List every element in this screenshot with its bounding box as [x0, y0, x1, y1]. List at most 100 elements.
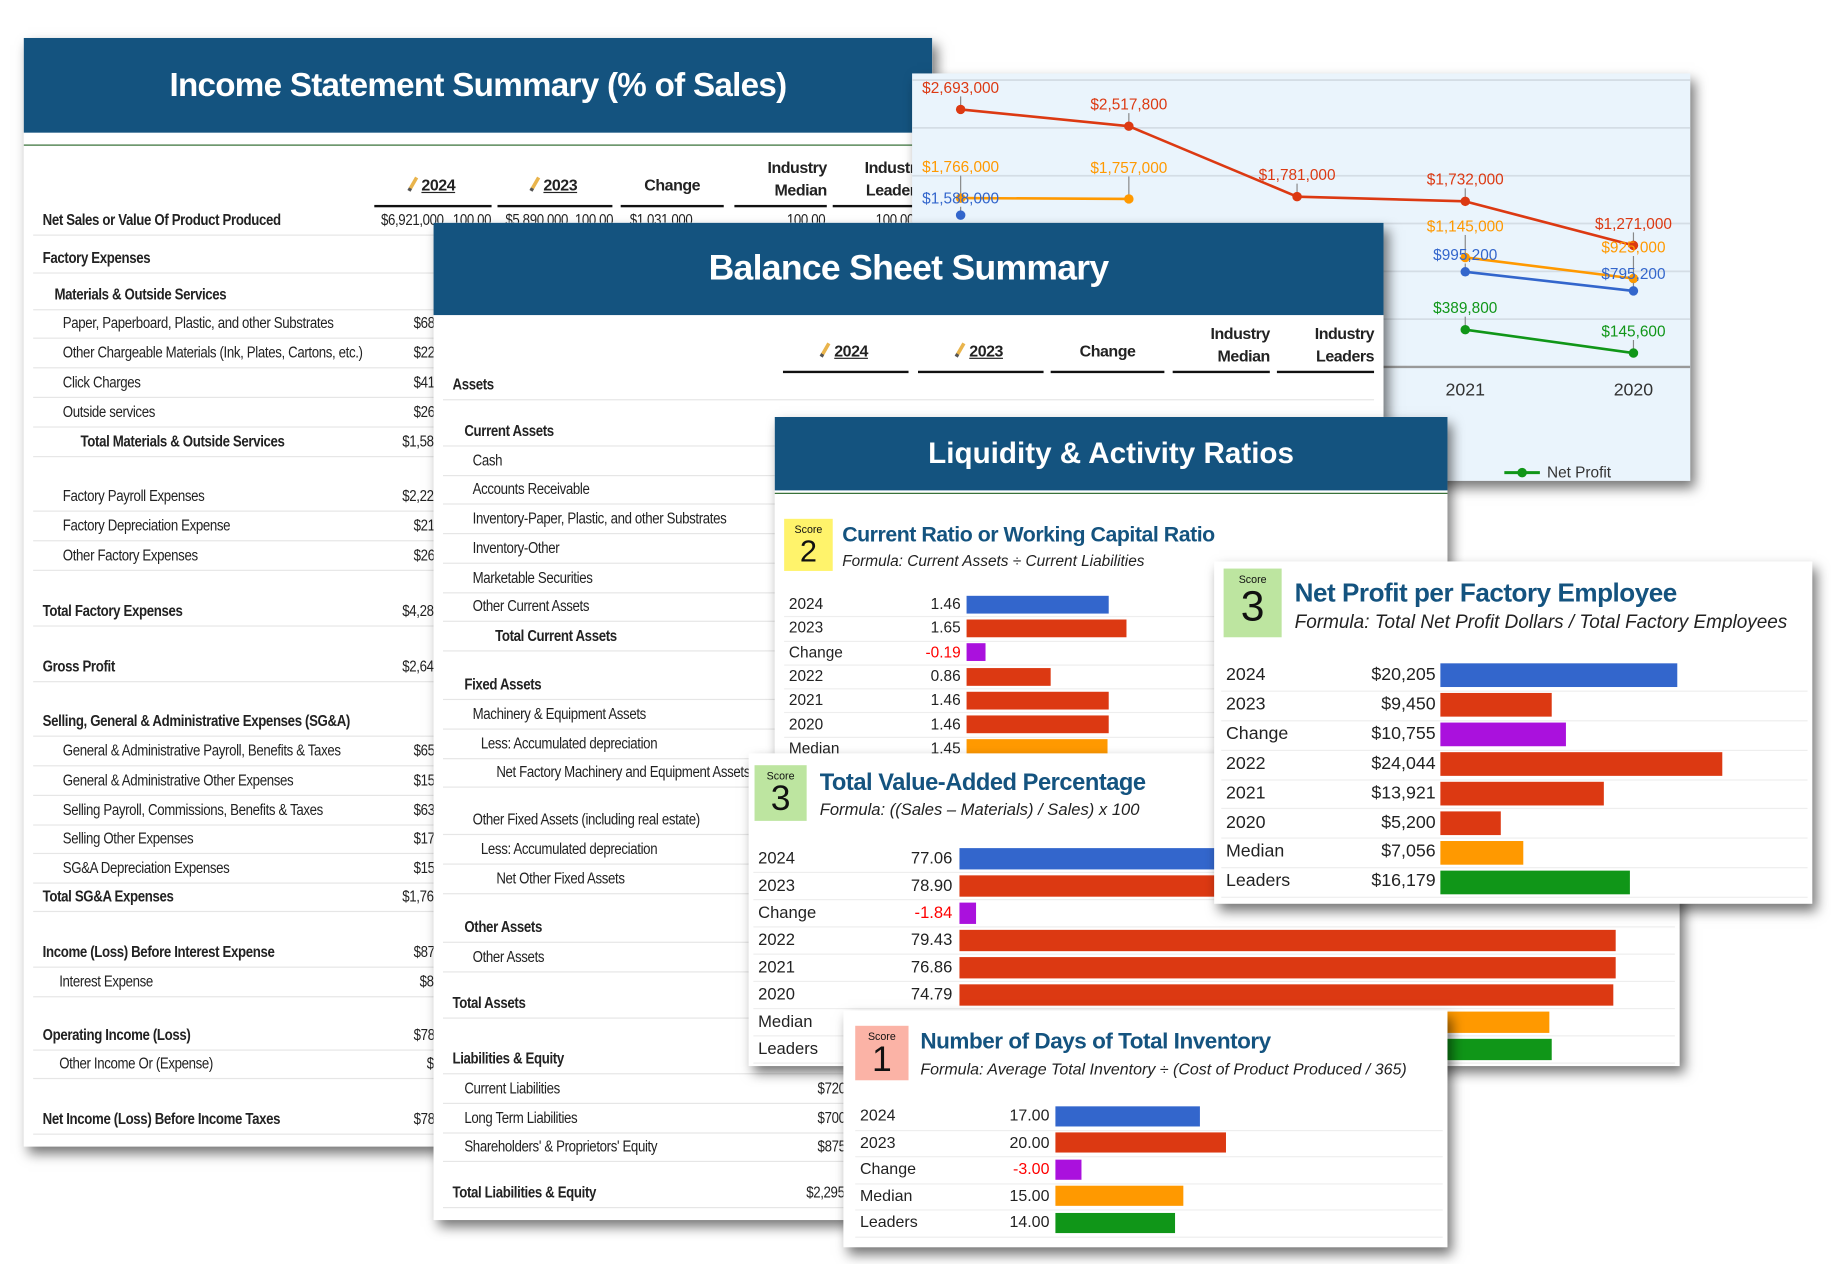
row-value: 1.65	[930, 618, 961, 637]
column-header-2: Change	[1050, 322, 1165, 374]
row-value: 1.46	[930, 594, 961, 613]
ratio-row: Change -1.84	[753, 899, 1675, 928]
column-header-0[interactable]: 2024	[374, 156, 492, 208]
bar	[966, 715, 1109, 734]
year-link[interactable]: 2023	[543, 176, 578, 195]
row-label: Accounts Receivable	[472, 479, 590, 498]
row-label: 2022	[788, 666, 824, 685]
bar	[959, 983, 1614, 1006]
row-label: Outside services	[62, 402, 156, 421]
row-value: $16,179	[1371, 870, 1436, 892]
series-line-segment	[960, 108, 1129, 128]
row-label: SG&A Depreciation Expenses	[62, 858, 230, 877]
data-point	[1460, 252, 1470, 263]
data-point	[1628, 273, 1639, 284]
data-label: $1,588,000	[922, 190, 999, 207]
row-label: Other Income Or (Expense)	[59, 1054, 213, 1072]
row-label: Fixed Assets	[464, 675, 542, 693]
row-value: $9,450	[1381, 693, 1436, 715]
pencil-edit-icon[interactable]	[407, 176, 418, 192]
row-label: Marketable Securities	[472, 568, 593, 587]
row-label: Change	[859, 1159, 916, 1178]
ratio-row: 2020 74.79	[753, 981, 1675, 1010]
liquidity-ratios-panel: Liquidity & Activity Ratios Score 2 Curren…	[774, 416, 1448, 773]
row-label: Leaders	[758, 1038, 819, 1058]
bar	[1440, 781, 1604, 806]
bar	[966, 595, 1109, 614]
column-header-label: Industry Leaders	[864, 158, 925, 199]
bar	[966, 643, 986, 662]
legend-label-net-profit: Net Profit	[1547, 464, 1612, 481]
row-label: Total SG&A Expenses	[42, 887, 174, 905]
row-value: -0.19	[925, 642, 961, 661]
row-label: Gross Profit	[42, 657, 116, 676]
row-value: 15.00	[1009, 1186, 1050, 1205]
row-label: 2024	[788, 594, 824, 613]
row-label: Click Charges	[62, 373, 141, 391]
score-value: 3	[770, 779, 791, 819]
value-v2024: $6,921,000	[381, 210, 445, 229]
row-label: Change	[788, 642, 843, 661]
column-header-label: Change	[1079, 342, 1136, 361]
row-label: Median	[1225, 841, 1285, 862]
row-label: Income (Loss) Before Interest Expense	[42, 942, 275, 961]
data-label: $1,781,000	[1259, 167, 1336, 184]
row-label: Median	[758, 1011, 813, 1031]
pencil-edit-icon[interactable]	[954, 342, 966, 358]
column-header-1[interactable]: 2023	[497, 156, 613, 208]
row-label: Assets	[452, 375, 494, 394]
score-badge: Score 1	[855, 1025, 909, 1081]
row-value: 14.00	[1009, 1212, 1050, 1231]
ratio-row: 2023 20.00	[855, 1129, 1443, 1158]
ratio-row: Median 15.00	[855, 1183, 1443, 1211]
balance-sheet-title: Balance Sheet Summary	[433, 222, 1384, 316]
pencil-edit-icon[interactable]	[819, 342, 831, 358]
row-label: Change	[1225, 723, 1289, 744]
balance-row: Assets	[443, 371, 1375, 401]
row-label: Long Term Liabilities	[464, 1108, 578, 1127]
ratio-row: 2023 1.65	[784, 616, 1434, 642]
data-point	[1460, 324, 1470, 335]
column-header-0[interactable]: 2024	[782, 322, 909, 374]
year-link[interactable]: 2023	[969, 342, 1003, 361]
income-statement-title: Income Statement Summary (% of Sales)	[23, 37, 933, 133]
row-label: 2021	[1225, 782, 1266, 803]
ratio-row: 2023 $9,450	[1221, 690, 1808, 722]
column-header-1[interactable]: 2023	[918, 322, 1044, 374]
data-point	[1628, 348, 1639, 358]
column-header-label: Industry Median	[767, 158, 827, 199]
row-label: Cash	[472, 451, 503, 470]
pencil-edit-icon[interactable]	[529, 176, 540, 192]
score-label: Score	[1238, 573, 1267, 586]
ratio-row: 2024 1.46	[784, 592, 1434, 618]
row-label: 2020	[758, 984, 795, 1004]
row-value: $20,205	[1371, 664, 1436, 685]
row-value: $10,755	[1371, 723, 1436, 744]
row-value: 76.86	[910, 957, 953, 977]
series-line-segment	[1297, 195, 1466, 203]
row-label: Other Fixed Assets (including real estat…	[472, 810, 701, 828]
x-tick-label: 2021	[1446, 380, 1485, 400]
card-title: Current Ratio or Working Capital Ratio	[842, 522, 1215, 547]
row-label: 2024	[859, 1106, 896, 1125]
row-label: Factory Depreciation Expense	[62, 516, 231, 535]
legend-swatch-point	[1517, 467, 1527, 478]
ratio-row: Leaders $16,179	[1221, 867, 1808, 899]
data-label: $995,200	[1433, 247, 1497, 264]
bar	[1055, 1159, 1081, 1180]
row-label: Other Assets	[464, 918, 543, 936]
year-link[interactable]: 2024	[421, 176, 456, 195]
column-header-4: Industry Leaders	[1276, 322, 1375, 374]
bar	[1440, 811, 1502, 836]
row-label: Materials & Outside Services	[54, 285, 227, 304]
year-link[interactable]: 2024	[834, 342, 868, 361]
row-value: 79.43	[910, 929, 953, 949]
ratio-row: 2021 1.46	[784, 688, 1434, 714]
data-label: $1,271,000	[1595, 216, 1672, 233]
row-value: -1.84	[914, 902, 953, 922]
score-value: 1	[871, 1040, 892, 1080]
data-label: $1,732,000	[1427, 172, 1504, 189]
data-point	[955, 104, 966, 115]
series-line-segment	[1465, 256, 1634, 280]
row-label: 2021	[758, 957, 795, 977]
